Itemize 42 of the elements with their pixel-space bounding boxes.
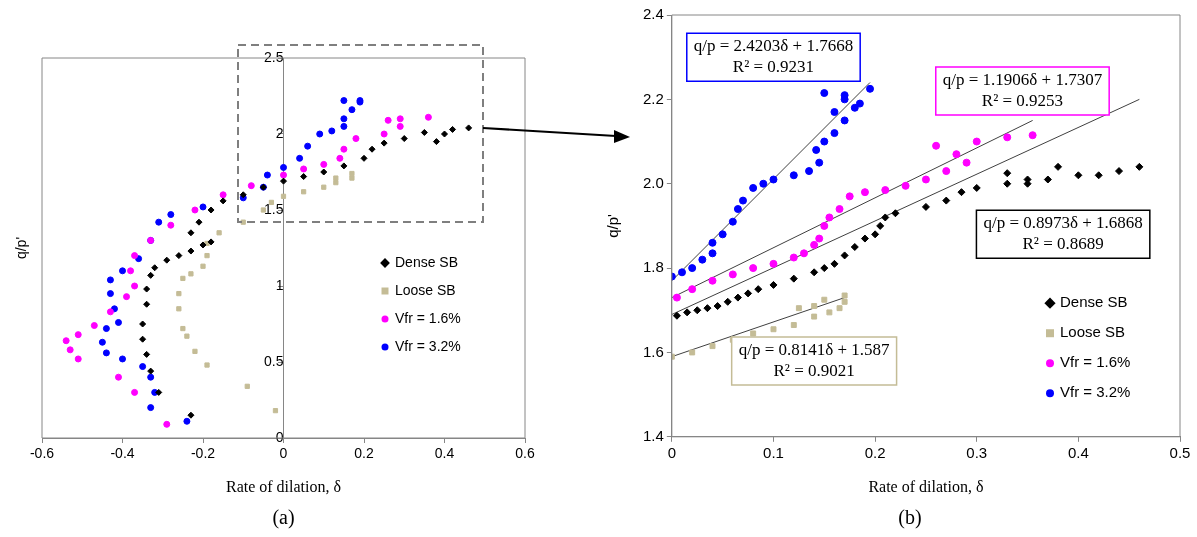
x-tick-label: 0.5 — [1169, 443, 1191, 461]
x-tick-label: -0.2 — [190, 445, 216, 462]
y-axis-title: q/p' — [604, 213, 622, 238]
legend-label: Vfr = 1.6% — [395, 309, 461, 326]
x-tick-label: -0.6 — [29, 445, 55, 462]
legend-label: Vfr = 1.6% — [1060, 353, 1131, 371]
y-tick-label: 1.5 — [264, 200, 284, 217]
x-tick-label: 0 — [667, 443, 677, 461]
annotation: q/p = 2.4203δ + 1.7668 R² = 0.9231 — [693, 36, 854, 77]
y-tick-label: 0 — [275, 428, 284, 445]
annotation: q/p = 0.8973δ + 1.6868 R² = 0.8689 — [983, 213, 1143, 254]
legend-label: Loose SB — [395, 281, 456, 298]
text: (b) — [898, 506, 922, 530]
legend-label: Vfr = 3.2% — [1060, 383, 1131, 401]
annotation: q/p = 1.1906δ + 1.7307 R² = 0.9253 — [942, 69, 1103, 110]
y-axis-title: q/p' — [12, 236, 29, 260]
x-tick-label: 0.6 — [515, 445, 535, 462]
x-axis-title: Rate of dilation, δ — [225, 477, 342, 495]
x-tick-label: 0.4 — [434, 445, 455, 462]
y-tick-label: 2 — [275, 124, 284, 141]
x-tick-label: 0.3 — [966, 443, 988, 461]
x-tick-label: 0.4 — [1067, 443, 1089, 461]
legend-label: Vfr = 3.2% — [395, 337, 461, 354]
text: (a) — [272, 506, 295, 530]
y-tick-label: 1.6 — [642, 342, 664, 360]
x-axis-title: Rate of dilation, δ — [868, 477, 984, 495]
y-tick-label: 1 — [275, 276, 284, 293]
x-tick-label: -0.4 — [110, 445, 135, 462]
x-tick-label: 0.2 — [864, 443, 886, 461]
y-tick-label: 2.4 — [642, 5, 664, 23]
y-tick-label: 1.8 — [642, 258, 664, 276]
y-tick-label: 0.5 — [264, 352, 284, 369]
y-tick-label: 1.4 — [642, 426, 664, 444]
y-tick-label: 2.0 — [642, 173, 664, 191]
legend-label: Dense SB — [1060, 293, 1128, 311]
x-tick-label: 0.2 — [354, 445, 374, 462]
legend-label: Dense SB — [395, 253, 459, 270]
y-tick-label: 2.2 — [642, 89, 664, 107]
legend-label: Loose SB — [1060, 323, 1126, 341]
y-tick-label: 2.5 — [264, 48, 284, 65]
x-tick-label: 0.1 — [763, 443, 784, 461]
annotation: q/p = 0.8141δ + 1.587 R² = 0.9021 — [738, 339, 891, 380]
